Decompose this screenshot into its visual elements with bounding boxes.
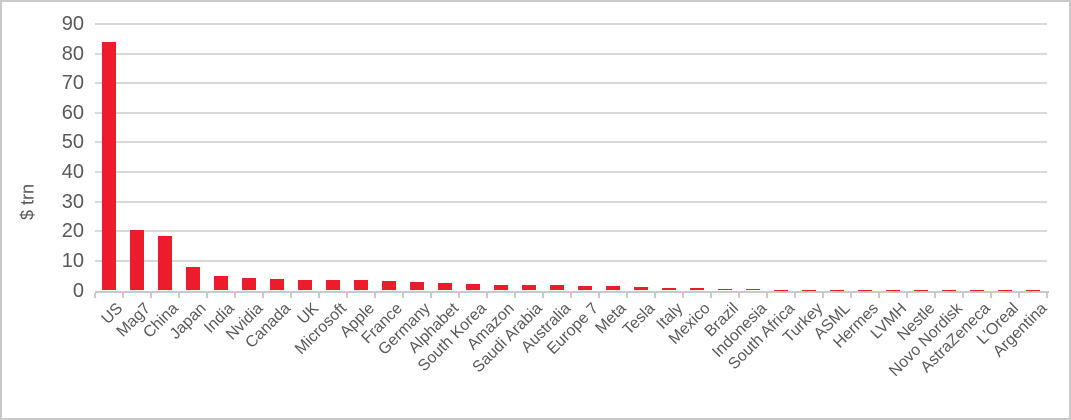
gridline-90	[95, 23, 1047, 25]
y-tick-label-0: 0	[72, 279, 84, 302]
bar-novo-nordisk	[942, 289, 956, 291]
bar-asml	[830, 289, 844, 291]
x-axis-tick	[206, 292, 208, 298]
bar-brazil	[718, 288, 732, 291]
x-axis-tick	[346, 292, 348, 298]
bar-indonesia	[746, 288, 760, 291]
y-tick-label-60: 60	[61, 101, 84, 124]
bar-saudi-arabia	[522, 284, 536, 291]
x-axis-tick	[94, 292, 96, 298]
y-tick-label-40: 40	[61, 161, 84, 184]
x-axis-tick	[318, 292, 320, 298]
bar-tesla	[634, 287, 648, 291]
bar-south-korea	[466, 283, 480, 291]
x-axis-tick	[766, 292, 768, 298]
gridline-50	[95, 141, 1047, 144]
bar-uk	[298, 279, 312, 291]
bar-japan	[186, 266, 200, 291]
gridline-80	[95, 52, 1047, 55]
x-axis-tick	[1046, 292, 1048, 298]
y-tick-label-70: 70	[61, 72, 84, 95]
bar-nestle	[914, 289, 928, 291]
bar-amazon	[494, 284, 508, 291]
bar-italy	[662, 287, 676, 291]
x-axis-tick	[654, 292, 656, 298]
gridline-20	[95, 230, 1047, 233]
bar-microsoft	[326, 279, 340, 291]
x-axis-tick	[878, 292, 880, 298]
gridline-40	[95, 171, 1047, 174]
bar-meta	[606, 286, 620, 291]
x-category-label-tesla: Tesla	[619, 299, 659, 338]
bar-hermes	[858, 289, 872, 291]
x-axis-tick	[514, 292, 516, 298]
y-tick-label-80: 80	[61, 42, 84, 65]
gridline-60	[95, 111, 1047, 114]
x-axis-tick	[990, 292, 992, 298]
bar-apple	[354, 280, 368, 291]
bar-mexico	[690, 288, 704, 291]
bar-us	[102, 41, 116, 291]
bar-germany	[410, 282, 424, 291]
x-axis-tick	[822, 292, 824, 298]
x-axis-tick	[178, 292, 180, 298]
y-axis-title: $ trn	[17, 183, 38, 221]
bar-south-africa	[774, 289, 788, 291]
x-axis-line	[95, 290, 1049, 293]
bar-alphabet	[438, 283, 452, 291]
y-tick-label-90: 90	[61, 13, 84, 35]
bar-astrazeneca	[970, 289, 984, 291]
x-axis-tick	[626, 292, 628, 298]
x-axis-tick	[542, 292, 544, 298]
bar-nvidia	[242, 278, 256, 291]
x-axis-tick	[850, 292, 852, 298]
bar-lvmh	[886, 289, 900, 291]
x-axis-tick	[290, 292, 292, 298]
x-axis-tick	[738, 292, 740, 298]
gridline-30	[95, 200, 1047, 203]
x-axis-tick	[486, 292, 488, 298]
x-axis-tick	[122, 292, 124, 298]
bar-mag7	[130, 230, 144, 291]
x-axis-tick	[682, 292, 684, 298]
x-axis-tick	[962, 292, 964, 298]
x-axis-tick	[710, 292, 712, 298]
bar-india	[214, 275, 228, 291]
x-axis-tick	[234, 292, 236, 298]
bar-australia	[550, 285, 564, 291]
y-tick-label-20: 20	[61, 220, 84, 243]
x-axis-tick	[570, 292, 572, 298]
bar-france	[382, 281, 396, 291]
bar-canada	[270, 278, 284, 291]
x-axis-tick	[1018, 292, 1020, 298]
bar-europe-7	[578, 285, 592, 291]
y-tick-label-30: 30	[61, 190, 84, 213]
y-tick-label-50: 50	[61, 131, 84, 154]
bar-china	[158, 235, 172, 291]
x-axis-tick	[906, 292, 908, 298]
bar-turkey	[802, 289, 816, 291]
x-axis-tick	[458, 292, 460, 298]
x-axis-tick	[430, 292, 432, 298]
x-axis-tick	[402, 292, 404, 298]
x-axis-tick	[262, 292, 264, 298]
gridline-70	[95, 82, 1047, 85]
x-axis-tick	[794, 292, 796, 298]
x-axis-tick	[374, 292, 376, 298]
x-axis-tick	[934, 292, 936, 298]
y-tick-label-10: 10	[61, 249, 84, 272]
x-axis-tick	[598, 292, 600, 298]
x-axis-tick	[150, 292, 152, 298]
gridline-10	[95, 259, 1047, 262]
